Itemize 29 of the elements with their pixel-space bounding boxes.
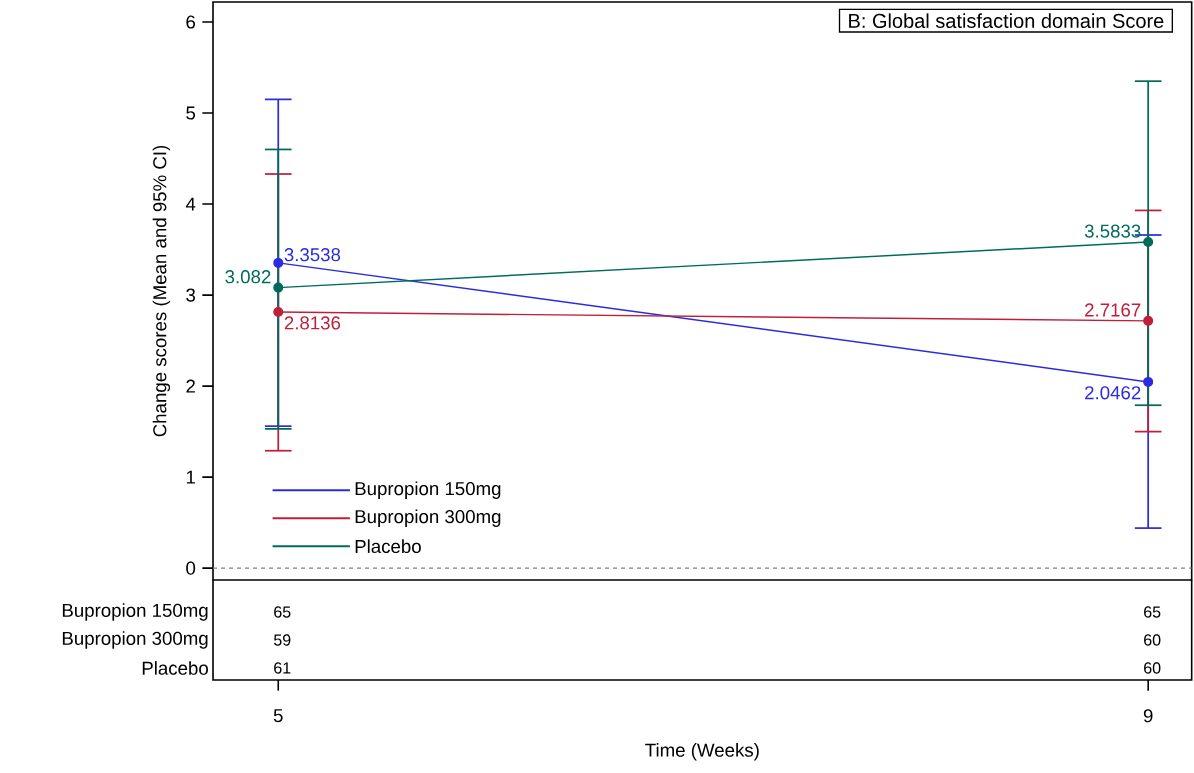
text: Placebo <box>142 661 208 675</box>
text: 60 <box>1144 662 1161 674</box>
chart-title: B: Global satisfaction domain Score <box>849 13 1164 28</box>
y-tick-label: 1 <box>186 470 195 484</box>
x-tick-label: 9 <box>1143 709 1153 723</box>
data-label: 2.8136 <box>284 316 341 330</box>
y-tick-label: 6 <box>186 15 196 29</box>
text: 59 <box>274 634 291 646</box>
text: 65 <box>1144 606 1161 618</box>
data-label: 3.5833 <box>1084 224 1141 238</box>
text: 60 <box>1144 634 1161 646</box>
text: Bupropion 300mg <box>62 631 208 649</box>
y-tick-label: 4 <box>185 197 196 211</box>
y-tick-label: 5 <box>186 106 196 120</box>
y-tick-label: 2 <box>186 379 195 393</box>
text: Bupropion 150mg <box>62 603 208 621</box>
legend-label: Bupropion 300mg <box>355 509 501 527</box>
legend-label: Placebo <box>355 539 421 554</box>
legend-label: Bupropion 150mg <box>355 481 501 499</box>
x-axis-title: Time (Weeks) <box>645 743 759 761</box>
data-label: 2.0462 <box>1085 386 1141 400</box>
text: 65 <box>274 606 291 618</box>
y-axis-title: Change scores (Mean and 95% CI) <box>152 145 171 437</box>
y-tick-label: 3 <box>186 288 196 302</box>
data-label: 2.7167 <box>1085 303 1141 317</box>
data-label: 3.082 <box>225 270 271 284</box>
text: 61 <box>274 662 291 674</box>
data-label: 3.3538 <box>284 248 341 262</box>
y-tick-label: 0 <box>186 561 196 575</box>
